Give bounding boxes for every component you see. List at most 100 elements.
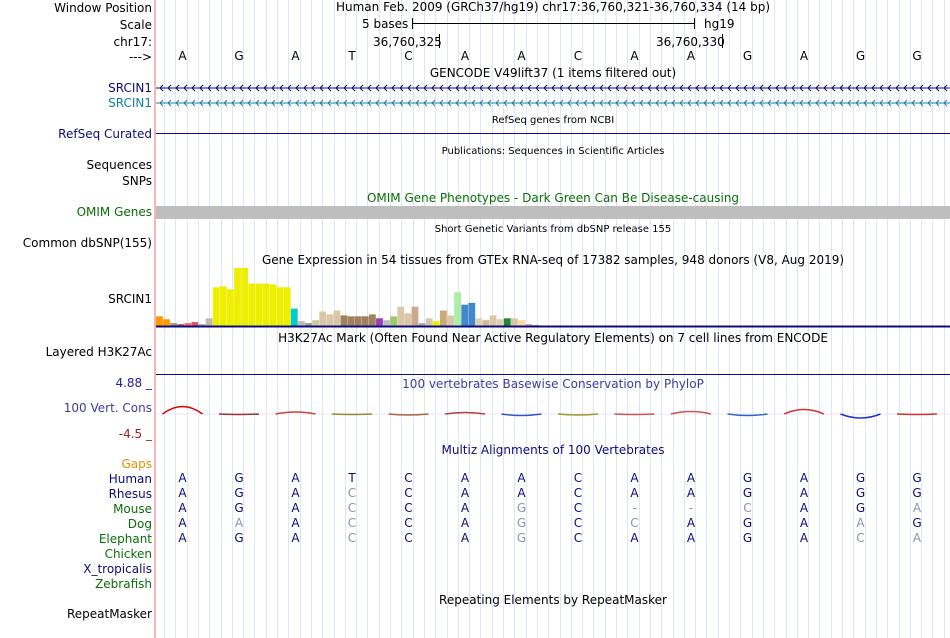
repeatmasker-label[interactable]: RepeatMasker (66, 607, 152, 621)
refseq-label[interactable]: RefSeq Curated (58, 127, 152, 141)
gtex-tissue-bar[interactable] (361, 316, 369, 326)
gtex-tissue-bar[interactable] (511, 318, 518, 326)
gtex-tissue-bar[interactable] (518, 320, 525, 326)
gtex-tissue-bar[interactable] (411, 306, 419, 326)
gtex-label[interactable]: SRCIN1 (108, 292, 152, 306)
gtex-tissue-bar[interactable] (503, 318, 511, 326)
gtex-tissue-bar[interactable] (496, 319, 504, 326)
phylop-score-mark[interactable] (388, 413, 429, 416)
phylop-score-mark[interactable] (783, 408, 825, 415)
gtex-tissue-bar[interactable] (241, 268, 248, 326)
gtex-tissue-bar[interactable] (383, 320, 390, 326)
gtex-tissue-bar[interactable] (290, 308, 298, 326)
gtex-tissue-bar[interactable] (234, 268, 241, 326)
dbsnp-label[interactable]: Common dbSNP(155) (22, 236, 152, 250)
gtex-tissue-bar[interactable] (163, 319, 170, 326)
gtex-tissue-bar[interactable] (319, 311, 327, 327)
multiz-species-label[interactable]: Zebrafish (95, 577, 152, 591)
refseq-gene-line[interactable] (156, 133, 950, 134)
gtex-tissue-bar[interactable] (369, 314, 376, 326)
gencode-gene-tracks[interactable] (156, 82, 950, 110)
gencode-gene-label-2[interactable]: SRCIN1 (108, 96, 152, 110)
gtex-tissue-bar[interactable] (390, 316, 398, 326)
phylop-score-mark[interactable] (162, 405, 203, 415)
gtex-tissue-bar[interactable] (418, 323, 426, 326)
gtex-tissue-bar[interactable] (475, 318, 483, 326)
phylop-score-mark[interactable] (557, 413, 599, 416)
gtex-tissue-bar[interactable] (397, 306, 405, 326)
omim-title[interactable]: OMIM Gene Phenotypes - Dark Green Can Be… (366, 191, 740, 205)
multiz-species-label[interactable]: Rhesus (108, 487, 152, 501)
gtex-tissue-bar[interactable] (454, 292, 461, 326)
phylop-score-mark[interactable] (275, 411, 316, 415)
conservation-label[interactable]: 100 Vert. Cons (63, 401, 152, 415)
publications-title[interactable]: Publications: Sequences in Scientific Ar… (441, 146, 665, 157)
gtex-tissue-bar[interactable] (525, 324, 532, 326)
gencode-title[interactable]: GENCODE V49lift37 (1 items filtered out) (429, 66, 677, 80)
gtex-title[interactable]: Gene Expression in 54 tissues from GTEx … (261, 253, 845, 267)
gtex-tissue-bar[interactable] (461, 304, 469, 326)
gtex-tissue-bar[interactable] (198, 324, 206, 326)
gtex-tissue-bar[interactable] (184, 323, 192, 326)
omim-label[interactable]: OMIM Genes (76, 205, 152, 219)
h3k27ac-title[interactable]: H3K27Ac Mark (Often Found Near Active Re… (278, 331, 828, 345)
publications-snps-label[interactable]: SNPs (122, 174, 152, 188)
repeatmasker-title[interactable]: Repeating Elements by RepeatMasker (439, 593, 667, 607)
phylop-score-mark[interactable] (501, 413, 542, 417)
phylop-score-mark[interactable] (331, 413, 373, 416)
multiz-species-label[interactable]: Mouse (113, 502, 152, 516)
gtex-tissue-bar[interactable] (283, 287, 291, 326)
gtex-tissue-bar[interactable] (468, 302, 476, 326)
gtex-tissue-bar[interactable] (177, 324, 185, 326)
gencode-gene-label-1[interactable]: SRCIN1 (108, 81, 152, 95)
phylop-score-mark[interactable] (444, 411, 486, 415)
refseq-title[interactable]: RefSeq genes from NCBI (491, 115, 615, 126)
multiz-species-label[interactable]: Dog (127, 517, 152, 531)
gtex-tissue-bar[interactable] (404, 313, 412, 326)
gtex-tissue-bar[interactable] (191, 322, 199, 326)
gtex-tissue-bar[interactable] (340, 315, 348, 326)
conservation-title[interactable]: 100 vertebrates Basewise Conservation by… (402, 377, 704, 391)
omim-gene-bar[interactable] (156, 206, 950, 219)
gtex-tissue-bar[interactable] (425, 318, 433, 326)
gtex-tissue-bar[interactable] (156, 316, 163, 326)
publications-sequences-label[interactable]: Sequences (86, 158, 152, 172)
gtex-tissue-bar[interactable] (262, 283, 270, 327)
gtex-tissue-bar[interactable] (248, 283, 256, 327)
multiz-species-label[interactable]: Human (108, 472, 152, 486)
multiz-species-label[interactable]: Elephant (98, 532, 152, 546)
gtex-tissue-bar[interactable] (489, 315, 497, 326)
gtex-tissue-bar[interactable] (212, 287, 220, 326)
dbsnp-title[interactable]: Short Genetic Variants from dbSNP releas… (434, 224, 672, 235)
phylop-score-mark[interactable] (727, 413, 768, 417)
gtex-tissue-bar[interactable] (305, 323, 312, 326)
multiz-species-label[interactable]: X_tropicalis (83, 562, 152, 576)
gtex-tissue-bar[interactable] (269, 284, 277, 326)
gtex-tissue-bar[interactable] (298, 321, 305, 326)
phylop-score-mark[interactable] (670, 410, 712, 415)
gtex-tissue-bar[interactable] (432, 321, 440, 326)
gtex-tissue-bar[interactable] (482, 320, 490, 326)
gtex-tissue-bar[interactable] (376, 318, 383, 326)
phylop-score-mark[interactable] (896, 413, 938, 416)
gtex-tissue-bar[interactable] (170, 323, 177, 326)
phylop-score-mark[interactable] (218, 413, 260, 416)
conservation-plot[interactable] (156, 390, 950, 436)
gtex-tissue-bar[interactable] (219, 286, 227, 326)
gtex-tissue-bar[interactable] (347, 316, 355, 326)
phylop-score-mark[interactable] (840, 413, 881, 419)
multiz-title[interactable]: Multiz Alignments of 100 Vertebrates (441, 443, 665, 457)
gtex-tissue-bar[interactable] (326, 314, 334, 326)
gtex-tissue-bar[interactable] (447, 315, 454, 326)
h3k27ac-label[interactable]: Layered H3K27Ac (45, 345, 152, 359)
gtex-bar-chart[interactable] (156, 266, 950, 328)
phylop-score-mark[interactable] (614, 413, 655, 416)
gtex-tissue-bar[interactable] (276, 287, 284, 326)
gtex-tissue-bar[interactable] (312, 320, 319, 326)
gtex-tissue-bar[interactable] (354, 316, 362, 326)
gtex-tissue-bar[interactable] (440, 310, 447, 327)
multiz-gaps-label[interactable]: Gaps (121, 457, 152, 471)
gtex-tissue-bar[interactable] (227, 289, 234, 326)
multiz-species-label[interactable]: Chicken (104, 547, 152, 561)
gtex-tissue-bar[interactable] (205, 318, 213, 326)
